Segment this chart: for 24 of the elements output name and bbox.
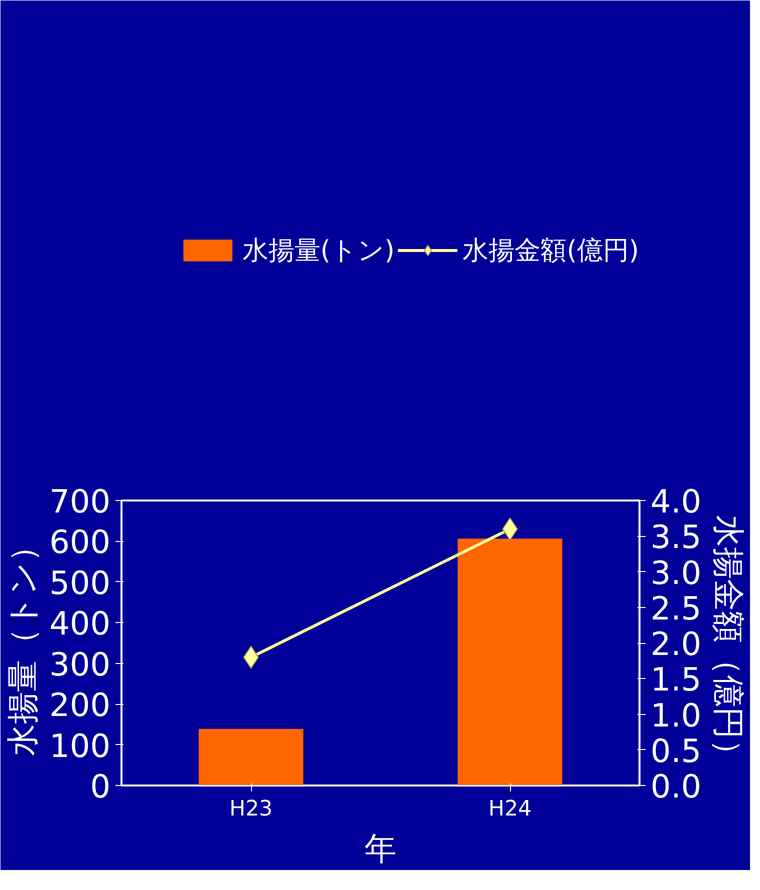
y-tick-label: 400 — [49, 604, 110, 643]
x-axis-title: 年 — [364, 830, 396, 868]
y2-tick-label: 2.5 — [650, 589, 702, 628]
legend-label: 水揚量(トン) — [242, 234, 395, 268]
y-tick-label: 500 — [49, 564, 110, 602]
y2-tick-label: 1.0 — [650, 696, 702, 734]
y-tick-label: 200 — [49, 686, 110, 724]
y-tick-label: 700 — [49, 482, 110, 520]
legend-label: 水揚金額(億円) — [462, 234, 639, 268]
y-tick-label: 300 — [49, 645, 110, 684]
x-tick-label: H24 — [488, 796, 532, 822]
y-tick-label: 600 — [49, 523, 110, 562]
x-tick-label: H23 — [229, 796, 273, 822]
y-axis-title: 水揚量（トン） — [3, 530, 42, 756]
y-tick-label: 0 — [90, 768, 110, 806]
y2-axis-title: 水揚金額（億円） — [709, 515, 748, 771]
y2-tick-label: 3.5 — [650, 518, 702, 556]
y2-tick-label: 0.0 — [650, 768, 702, 806]
y2-tick-label: 0.5 — [650, 732, 702, 770]
y2-tick-label: 2.0 — [650, 625, 702, 663]
y2-tick-label: 4.0 — [650, 482, 702, 520]
y-tick-label: 100 — [49, 726, 110, 765]
y2-tick-label: 3.0 — [650, 554, 702, 592]
y2-tick-label: 1.5 — [650, 660, 702, 699]
